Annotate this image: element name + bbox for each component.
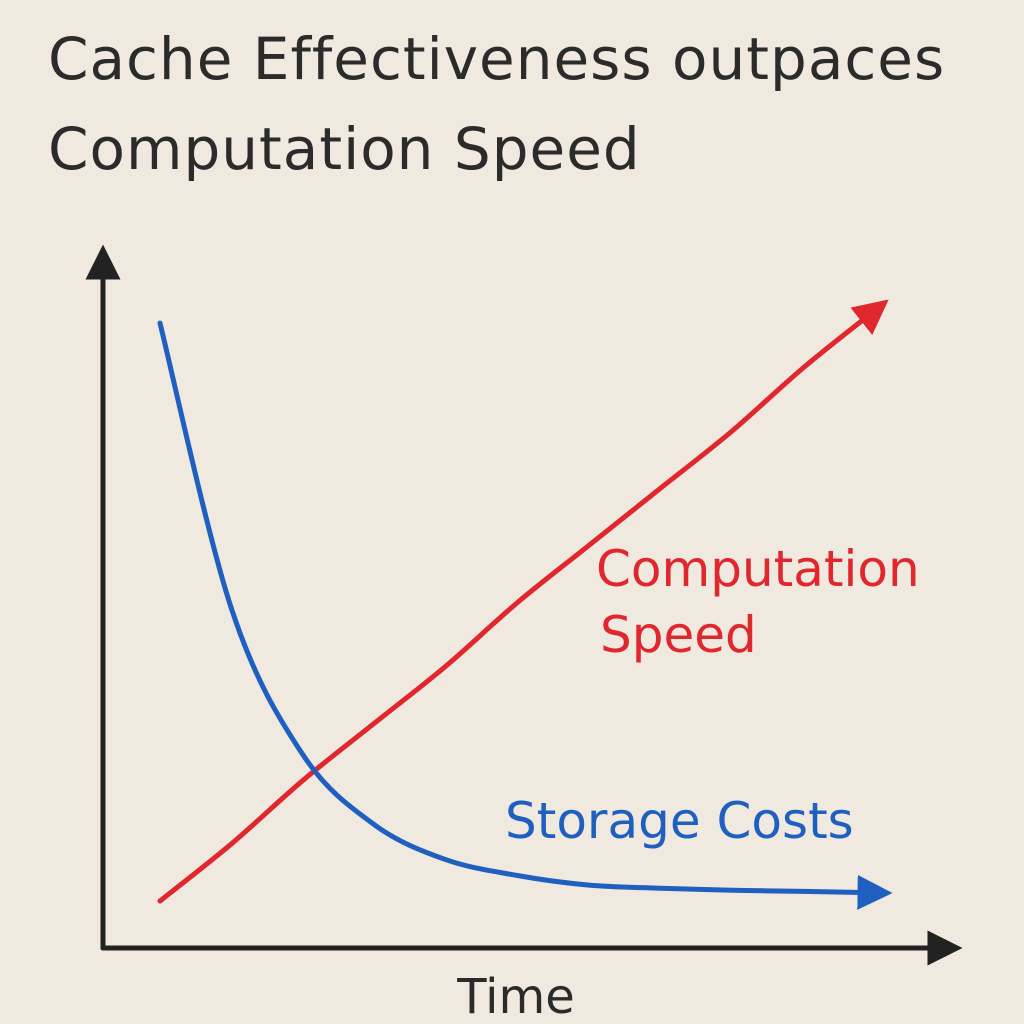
series-label-computation-speed: Computation Speed [596, 540, 936, 664]
series-line-storage-costs [157, 320, 893, 910]
series-label-storage-costs: Storage Costs [505, 792, 854, 850]
chart-title-line-2: Computation Speed [48, 115, 641, 183]
chart-title: Cache Effectiveness outpaces Computation… [48, 14, 1008, 194]
series-line-computation-speed [157, 299, 889, 904]
x-axis-label: Time [456, 969, 574, 1024]
series-label-computation-speed-line-2: Speed [600, 606, 757, 664]
series-label-computation-speed-line-1: Computation [596, 540, 920, 598]
chart-title-line-1: Cache Effectiveness outpaces [48, 25, 946, 93]
